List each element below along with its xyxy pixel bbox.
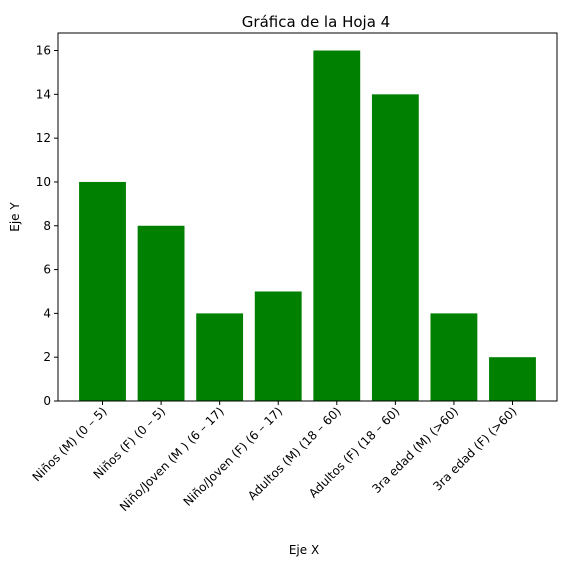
bar-0: [79, 181, 126, 401]
y-axis-label: Eje Y: [8, 202, 22, 232]
bar-2: [196, 313, 244, 401]
y-tick-label-0: 0: [43, 394, 51, 408]
y-tick-label-8: 16: [36, 44, 51, 58]
y-axis: 0 2 4 6 8 10 12 14 16: [36, 44, 58, 408]
bars-group: [79, 50, 536, 402]
y-tick-label-7: 14: [36, 87, 51, 101]
y-tick-label-3: 6: [43, 263, 51, 277]
plot-frame: [57, 32, 558, 402]
bar-7: [489, 357, 536, 401]
y-tick-label-2: 4: [43, 306, 51, 320]
bar-1: [137, 225, 185, 401]
bar-3: [254, 291, 302, 401]
x-axis: Niños (M) (0 – 5)Niños (F) (0 – 5)Niño/J…: [30, 401, 520, 514]
y-tick-label-1: 2: [43, 350, 51, 364]
x-axis-label: Eje X: [289, 543, 319, 557]
bar-4: [313, 50, 361, 402]
y-tick-label-6: 12: [36, 131, 51, 145]
chart-title: Gráfica de la Hoja 4: [242, 13, 390, 31]
x-tick-label-2: Niño/Joven (M ) (6 – 17): [117, 404, 227, 514]
y-tick-label-4: 8: [43, 219, 51, 233]
x-tick-label-3: Niño/Joven (F) (6 – 17): [181, 404, 286, 509]
y-tick-label-5: 10: [36, 175, 51, 189]
bar-5: [371, 94, 419, 401]
bar-6: [430, 313, 478, 401]
